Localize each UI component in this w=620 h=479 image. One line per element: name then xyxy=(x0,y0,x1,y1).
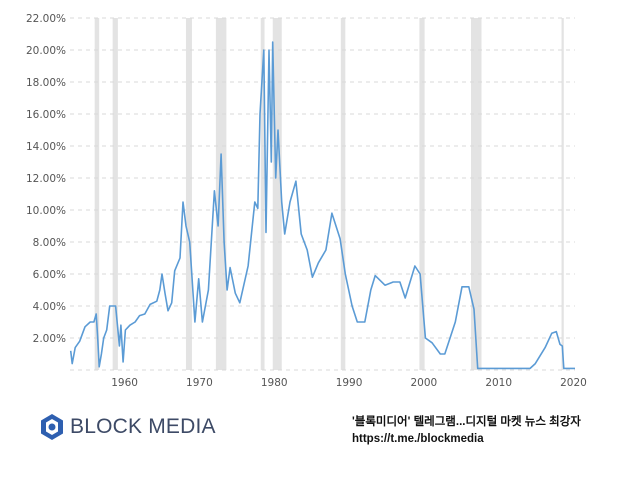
logo-text: BLOCK MEDIA xyxy=(70,415,216,438)
y-tick-label: 16.00% xyxy=(26,109,66,121)
hexagon-logo-icon xyxy=(41,414,63,440)
y-tick-label: 10.00% xyxy=(26,205,66,217)
y-tick-label: 14.00% xyxy=(26,141,66,153)
recession-band xyxy=(340,18,346,370)
recession-band xyxy=(112,18,118,370)
caption-link[interactable]: https://t.me./blockmedia xyxy=(352,433,484,445)
x-tick-label: 1990 xyxy=(336,377,363,389)
y-tick-label: 22.00% xyxy=(26,13,66,25)
rate-chart: 2.00% 4.00% 6.00% 8.00% 10.00% 12.00% 14.00% 16… xyxy=(26,13,587,389)
caption-title: '블록미디어' 텔레그램...디지털 마켓 뉴스 최강자 xyxy=(352,416,581,428)
recession-band xyxy=(94,18,100,370)
x-tick-label: 2020 xyxy=(560,377,587,389)
recession-band xyxy=(561,18,564,370)
y-tick-label: 20.00% xyxy=(26,45,66,57)
y-tick-label: 12.00% xyxy=(26,173,66,185)
x-tick-label: 1980 xyxy=(261,377,288,389)
recession-band xyxy=(260,18,265,370)
caption: '블록미디어' 텔레그램...디지털 마켓 뉴스 최강자 https://t.m… xyxy=(352,414,581,448)
y-tick-label: 2.00% xyxy=(33,333,66,345)
y-tick-label: 8.00% xyxy=(33,237,66,249)
series-line xyxy=(69,41,575,370)
recession-band xyxy=(185,18,192,370)
recession-band xyxy=(272,18,282,370)
x-tick-label: 1960 xyxy=(111,377,138,389)
x-tick-label: 2000 xyxy=(411,377,438,389)
x-tick-label: 2010 xyxy=(485,377,512,389)
recession-band xyxy=(419,18,425,370)
block-media-logo: BLOCK MEDIA xyxy=(40,413,216,441)
x-tick-label: 1970 xyxy=(186,377,213,389)
y-tick-label: 4.00% xyxy=(33,301,66,313)
y-tick-label: 18.00% xyxy=(26,77,66,89)
recession-band xyxy=(471,18,482,370)
y-tick-label: 6.00% xyxy=(33,269,66,281)
recession-band xyxy=(215,18,227,370)
